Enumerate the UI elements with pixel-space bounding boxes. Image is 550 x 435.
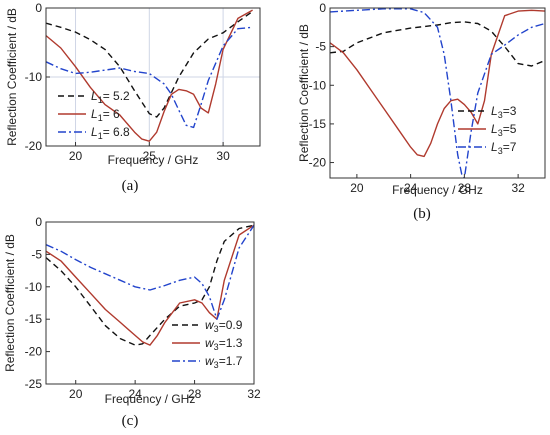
- y-tick-label: 0: [35, 215, 42, 229]
- y-tick-label: 0: [319, 1, 326, 15]
- y-tick-label: -5: [315, 40, 326, 54]
- x-axis-label: Frequency / GHz: [105, 392, 196, 406]
- y-tick-label: -20: [25, 139, 43, 153]
- x-tick-label: 32: [247, 387, 261, 401]
- legend: w3=0.9 w3=1.3 w3=1.7: [172, 318, 243, 370]
- series-line-1: [330, 9, 545, 158]
- series-line-2: [46, 224, 254, 320]
- y-tick-label: -20: [309, 156, 327, 170]
- y-axis-label: Reflection Coefficient / dB: [3, 234, 17, 372]
- y-tick-label: -15: [309, 117, 327, 131]
- panel-a: 20 25 30 0 -10 -20 Frequency / GHz Reflection C…: [5, 1, 261, 194]
- series-line-1: [46, 9, 253, 142]
- legend-label: L1= 6: [91, 107, 120, 123]
- y-tick-label: -10: [25, 280, 43, 294]
- legend-label: w3=1.7: [205, 354, 243, 370]
- x-tick-label: 25: [143, 149, 157, 163]
- y-tick-label: -15: [25, 312, 43, 326]
- plot-frame: [45, 221, 255, 385]
- x-tick-label: 20: [350, 181, 364, 195]
- x-tick-label: 20: [69, 149, 83, 163]
- series-line-0: [46, 224, 254, 346]
- legend: L1= 5.2 L1= 6 L1= 6.8: [58, 89, 130, 141]
- x-tick-label: 24: [128, 387, 142, 401]
- legend-label: w3=0.9: [205, 318, 243, 334]
- x-tick-label: 20: [69, 387, 83, 401]
- panel-label: (c): [122, 413, 139, 429]
- series-line-2: [46, 26, 253, 129]
- legend-label: L3=3: [491, 104, 517, 120]
- x-tick-label: 30: [216, 149, 230, 163]
- x-axis-label: Frequency / GHz: [392, 183, 483, 197]
- y-tick-label: -25: [25, 377, 43, 391]
- y-tick-label: -5: [31, 247, 42, 261]
- y-axis-label: Reflection Coefficient / dB: [297, 24, 311, 162]
- panel-label: (a): [122, 178, 139, 194]
- x-tick-label: 32: [511, 181, 525, 195]
- series-line-2: [330, 8, 545, 178]
- series-line-0: [46, 10, 254, 118]
- y-tick-label: 0: [35, 1, 42, 15]
- legend-label: L1= 5.2: [91, 89, 130, 105]
- legend: L3=3 L3=5 L3=7: [458, 104, 517, 156]
- series-line-0: [330, 21, 545, 67]
- legend-label: L3=7: [491, 140, 517, 156]
- legend-label: w3=1.3: [205, 336, 243, 352]
- plot-frame: [329, 7, 546, 179]
- y-axis-label: Reflection Coefficient / dB: [5, 8, 19, 146]
- legend-label: L3=5: [491, 122, 517, 138]
- panel-c: 20 24 28 32 0 -5 -10 -15 -20 -25 Frequency / GHz Re…: [3, 215, 261, 429]
- panel-b: 20 24 28 32 0 -5 -10 -15 -20 Frequency / GHz Refle…: [297, 1, 546, 222]
- x-tick-label: 28: [188, 387, 202, 401]
- x-axis-label: Frequency / GHz: [108, 153, 199, 167]
- y-tick-label: -10: [309, 78, 327, 92]
- x-tick-label: 28: [458, 181, 472, 195]
- y-tick-label: -20: [25, 345, 43, 359]
- x-tick-label: 24: [404, 181, 418, 195]
- y-tick-label: -10: [25, 70, 43, 84]
- panel-label: (b): [413, 206, 431, 222]
- legend-label: L1= 6.8: [91, 125, 130, 141]
